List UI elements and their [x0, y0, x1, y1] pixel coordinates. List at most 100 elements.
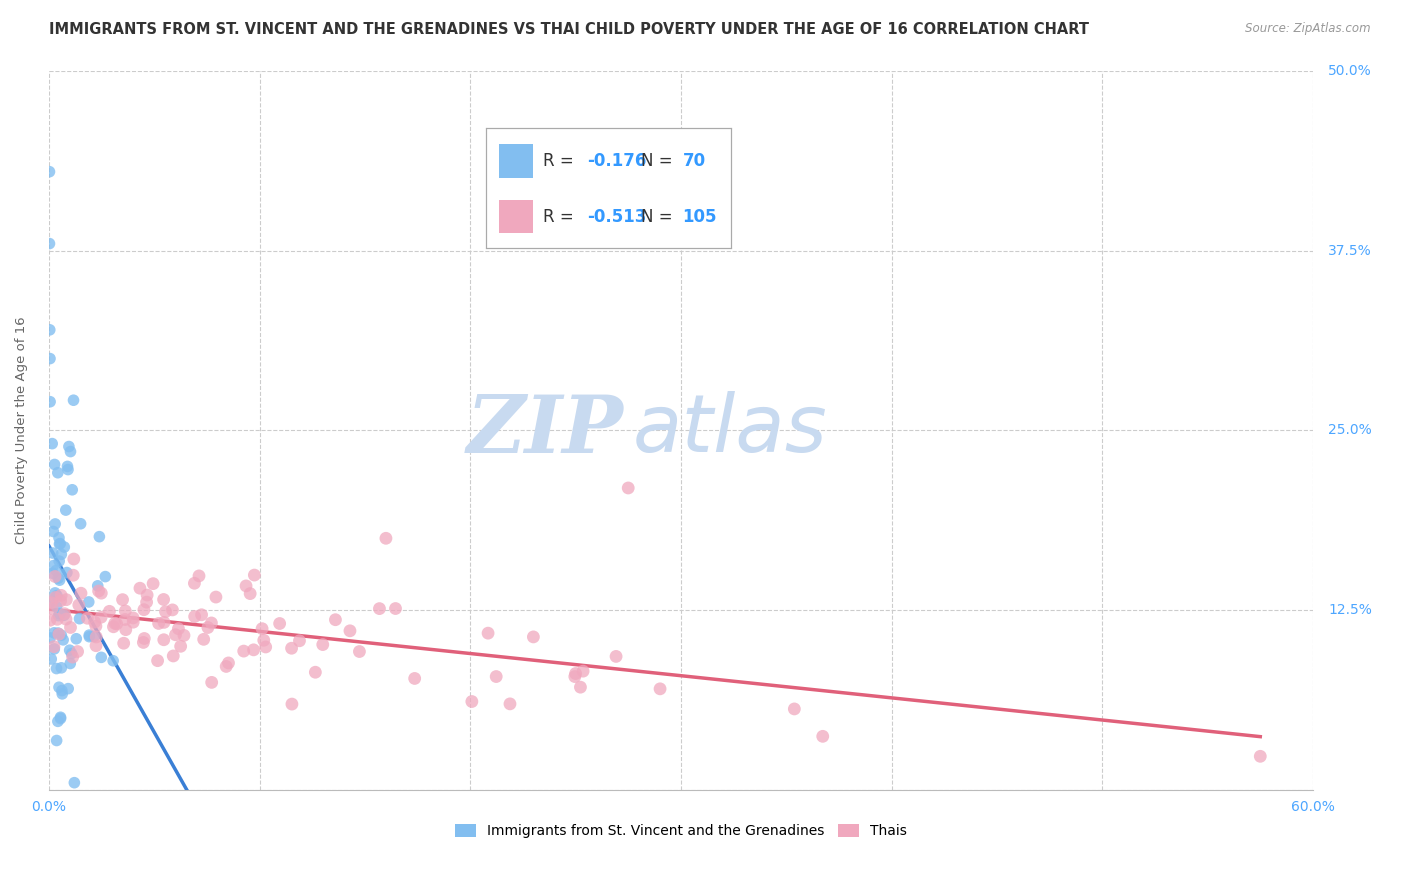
Point	[152, 632, 174, 647]
Point	[38, 236, 60, 251]
Point	[49, 712, 72, 726]
Point	[41, 601, 63, 615]
Point	[83, 615, 105, 629]
Point	[254, 640, 277, 654]
Point	[304, 665, 326, 680]
Point	[129, 581, 152, 595]
Point	[325, 613, 347, 627]
Point	[48, 531, 70, 545]
Point	[162, 648, 184, 663]
Point	[253, 633, 276, 648]
Point	[42, 625, 65, 640]
Point	[98, 604, 121, 618]
Point	[51, 687, 73, 701]
Point	[90, 610, 112, 624]
Point	[46, 714, 69, 729]
Point	[312, 638, 335, 652]
Text: IMMIGRANTS FROM ST. VINCENT AND THE GRENADINES VS THAI CHILD POVERTY UNDER THE A: IMMIGRANTS FROM ST. VINCENT AND THE GREN…	[49, 22, 1090, 37]
Point	[112, 636, 135, 650]
Point	[200, 615, 222, 630]
Point	[77, 628, 100, 642]
Point	[48, 608, 70, 623]
Point	[169, 640, 191, 654]
Point	[48, 573, 70, 587]
Point	[60, 483, 83, 497]
Point	[167, 622, 190, 636]
Point	[89, 530, 111, 544]
Point	[48, 680, 70, 694]
Point	[38, 164, 60, 178]
Point	[39, 652, 62, 666]
Point	[69, 612, 91, 626]
Point	[67, 598, 90, 612]
Point	[87, 584, 110, 599]
Point	[339, 624, 361, 638]
Point	[1249, 749, 1271, 764]
Point	[46, 466, 69, 480]
Point	[783, 702, 806, 716]
Point	[114, 604, 136, 618]
Point	[49, 588, 72, 602]
Point	[62, 393, 84, 408]
Point	[155, 605, 177, 619]
Point	[38, 323, 60, 337]
Point	[162, 603, 184, 617]
Point	[83, 629, 105, 643]
Point	[94, 569, 117, 583]
Point	[58, 681, 80, 696]
Text: 12.5%: 12.5%	[1329, 603, 1372, 617]
Point	[280, 641, 302, 656]
Point	[188, 569, 211, 583]
Text: Source: ZipAtlas.com: Source: ZipAtlas.com	[1246, 22, 1371, 36]
Point	[44, 569, 66, 583]
Point	[384, 601, 406, 615]
Point	[55, 612, 77, 626]
Point	[39, 394, 62, 409]
Point	[55, 592, 77, 607]
Point	[215, 659, 238, 673]
Text: atlas: atlas	[633, 392, 828, 469]
Point	[243, 568, 266, 582]
Point	[477, 626, 499, 640]
Text: 70: 70	[682, 153, 706, 170]
Point	[104, 616, 127, 631]
Point	[48, 537, 70, 551]
Point	[44, 586, 66, 600]
Point	[522, 630, 544, 644]
Point	[218, 656, 240, 670]
Point	[564, 666, 586, 681]
Y-axis label: Child Poverty Under the Age of 16: Child Poverty Under the Age of 16	[15, 317, 28, 544]
Point	[62, 650, 84, 665]
Text: -0.513: -0.513	[586, 208, 647, 226]
Point	[59, 643, 82, 657]
Point	[49, 607, 72, 621]
Point	[45, 733, 67, 747]
Text: N =: N =	[641, 208, 678, 226]
Point	[84, 639, 107, 653]
Point	[65, 632, 87, 646]
Point	[232, 644, 254, 658]
Point	[235, 579, 257, 593]
Point	[152, 592, 174, 607]
Point	[368, 601, 391, 615]
Point	[44, 516, 66, 531]
Point	[49, 536, 72, 550]
Point	[51, 661, 73, 675]
Point	[44, 458, 66, 472]
Point	[134, 632, 156, 646]
Point	[46, 612, 69, 626]
Point	[46, 571, 69, 585]
Point	[122, 611, 145, 625]
Point	[142, 576, 165, 591]
Point	[250, 622, 273, 636]
Point	[132, 635, 155, 649]
Point	[193, 632, 215, 647]
Point	[183, 609, 205, 624]
Point	[62, 568, 84, 582]
Point	[84, 630, 107, 644]
Point	[269, 616, 291, 631]
Point	[461, 694, 484, 708]
Point	[564, 669, 586, 683]
Point	[55, 503, 77, 517]
Point	[56, 459, 79, 474]
